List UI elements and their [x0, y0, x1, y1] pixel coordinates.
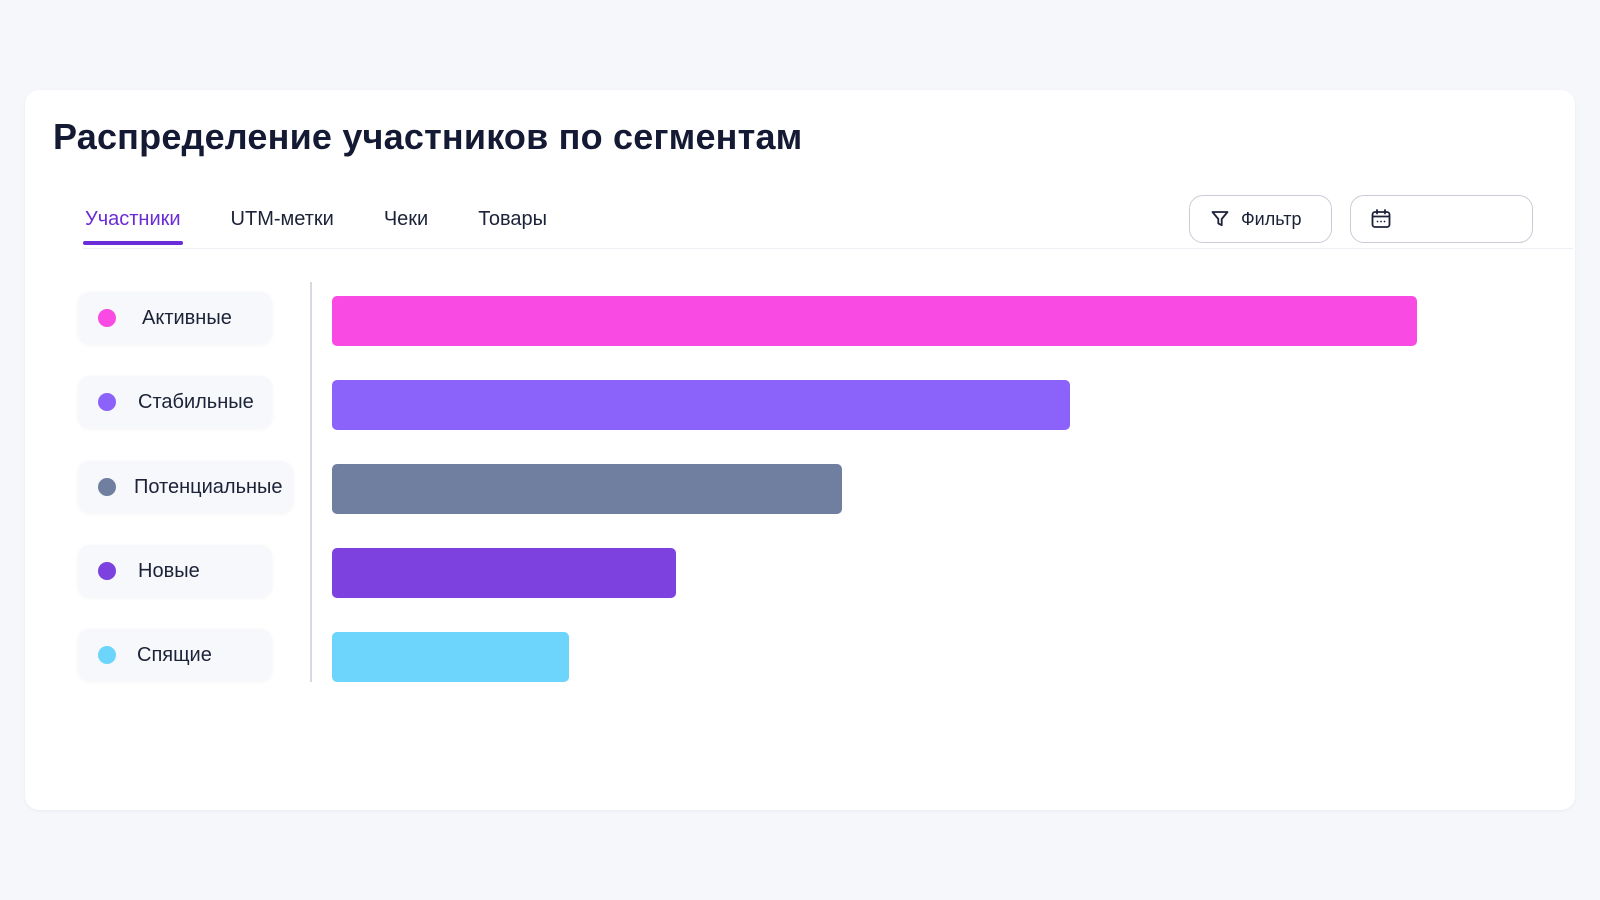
- bar-new: [332, 548, 676, 598]
- legend-item-new: Новые: [78, 545, 272, 597]
- tabs-divider: [83, 248, 1573, 249]
- tab-receipts[interactable]: Чеки: [383, 208, 429, 230]
- legend-label-stable: Стабильные: [138, 390, 254, 413]
- legend-label-active: Активные: [142, 306, 232, 329]
- legend-dot-stable: [98, 393, 116, 411]
- filter-button-label: Фильтр: [1241, 208, 1302, 229]
- legend-label-new: Новые: [138, 559, 200, 582]
- tab-bar: Участники UTM-метки Чеки Товары: [83, 198, 549, 245]
- bar-potential: [332, 464, 842, 514]
- page-title: Распределение участников по сегментам: [53, 116, 803, 157]
- legend-dot-active: [98, 309, 116, 327]
- legend-dot-potential: [98, 478, 116, 496]
- legend-item-stable: Стабильные: [78, 376, 272, 428]
- legend-label-potential: Потенциальные: [134, 475, 283, 498]
- tab-utm[interactable]: UTM-метки: [230, 208, 334, 230]
- tab-products[interactable]: Товары: [478, 208, 548, 230]
- filter-button[interactable]: Фильтр: [1189, 195, 1332, 243]
- bar-stable: [332, 380, 1070, 430]
- legend-dot-new: [98, 562, 116, 580]
- bar-sleeping: [332, 632, 569, 682]
- segments-card: Распределение участников по сегментам Уч…: [25, 90, 1575, 810]
- legend-dot-sleeping: [98, 646, 116, 664]
- legend-item-sleeping: Спящие: [78, 629, 272, 681]
- chart-axis-line: [310, 282, 312, 682]
- legend-item-potential: Потенциальные: [78, 461, 293, 513]
- bar-active: [332, 296, 1417, 346]
- bar-chart: [25, 90, 1575, 810]
- filter-icon: [1210, 209, 1230, 229]
- date-picker-button[interactable]: [1350, 195, 1533, 243]
- legend-label-sleeping: Спящие: [137, 643, 212, 666]
- legend-item-active: Активные: [78, 292, 272, 344]
- tab-participants[interactable]: Участники: [83, 198, 183, 245]
- calendar-icon: [1370, 208, 1392, 230]
